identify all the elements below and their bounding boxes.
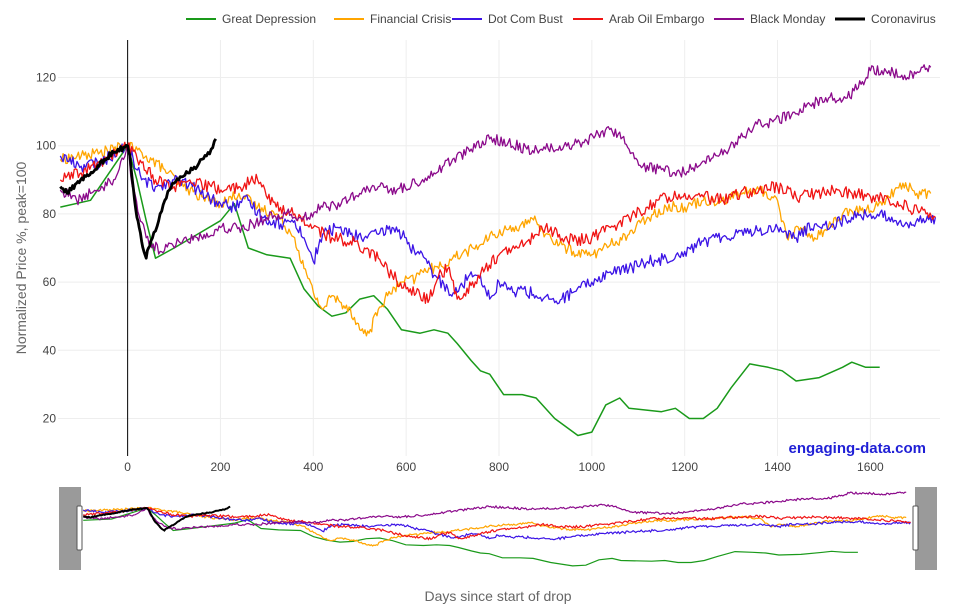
series-line-coronavirus[interactable] bbox=[59, 138, 217, 260]
plot-area[interactable] bbox=[59, 64, 937, 437]
legend[interactable]: Great Depression Financial Crisis Dot Com … bbox=[186, 12, 936, 26]
y-tick-label: 120 bbox=[36, 71, 56, 85]
series-line-arab-oil-embargo[interactable] bbox=[59, 141, 936, 304]
legend-item-dot-com-bust[interactable]: Dot Com Bust bbox=[452, 12, 563, 26]
legend-item-black-monday[interactable]: Black Monday bbox=[714, 12, 825, 26]
range-slider-preview bbox=[82, 491, 912, 567]
x-axis-title: Days since start of drop bbox=[424, 588, 571, 604]
legend-label: Dot Com Bust bbox=[488, 12, 563, 26]
slider-series-arab-oil-embargo bbox=[83, 506, 911, 541]
y-tick-label: 100 bbox=[36, 139, 56, 153]
x-tick-label: 1000 bbox=[578, 460, 605, 474]
range-slider-right-handle[interactable] bbox=[912, 505, 919, 551]
range-slider[interactable] bbox=[59, 487, 937, 570]
slider-series-coronavirus bbox=[82, 505, 231, 532]
legend-label: Great Depression bbox=[222, 12, 316, 26]
legend-label: Financial Crisis bbox=[370, 12, 451, 26]
legend-label: Black Monday bbox=[750, 12, 825, 26]
range-slider-right-mask bbox=[915, 487, 937, 570]
x-axis-ticks: 0 200 400 600 800 1000 1200 1400 1600 bbox=[124, 460, 884, 474]
slider-series-great-depression bbox=[83, 507, 858, 567]
x-tick-label: 1200 bbox=[671, 460, 698, 474]
x-tick-label: 600 bbox=[396, 460, 416, 474]
range-slider-left-handle[interactable] bbox=[76, 505, 83, 551]
gridlines bbox=[58, 40, 940, 456]
slider-series-black-monday bbox=[83, 491, 907, 531]
legend-item-great-depression[interactable]: Great Depression bbox=[186, 12, 316, 26]
legend-item-arab-oil-embargo[interactable]: Arab Oil Embargo bbox=[573, 12, 705, 26]
series-line-great-depression[interactable] bbox=[60, 144, 880, 437]
y-axis-ticks: 20 40 60 80 100 120 bbox=[36, 71, 56, 426]
series-line-dot-com-bust[interactable] bbox=[59, 142, 937, 305]
y-axis-title: Normalized Price %, peak=100 bbox=[13, 161, 29, 354]
series-line-black-monday[interactable] bbox=[59, 64, 932, 255]
x-tick-label: 400 bbox=[303, 460, 323, 474]
y-tick-label: 60 bbox=[43, 275, 57, 289]
x-tick-label: 800 bbox=[489, 460, 509, 474]
y-tick-label: 40 bbox=[43, 343, 57, 357]
x-tick-label: 200 bbox=[210, 460, 230, 474]
y-tick-label: 20 bbox=[43, 411, 57, 425]
x-tick-label: 1400 bbox=[764, 460, 791, 474]
legend-item-financial-crisis[interactable]: Financial Crisis bbox=[334, 12, 451, 26]
legend-item-coronavirus[interactable]: Coronavirus bbox=[835, 12, 936, 26]
range-slider-left-mask bbox=[59, 487, 81, 570]
y-tick-label: 80 bbox=[43, 207, 57, 221]
watermark: engaging-data.com bbox=[788, 440, 926, 457]
x-tick-label: 0 bbox=[124, 460, 131, 474]
legend-label: Arab Oil Embargo bbox=[609, 12, 705, 26]
legend-label: Coronavirus bbox=[871, 12, 936, 26]
slider-series-dot-com-bust bbox=[82, 506, 912, 541]
x-tick-label: 1600 bbox=[857, 460, 884, 474]
